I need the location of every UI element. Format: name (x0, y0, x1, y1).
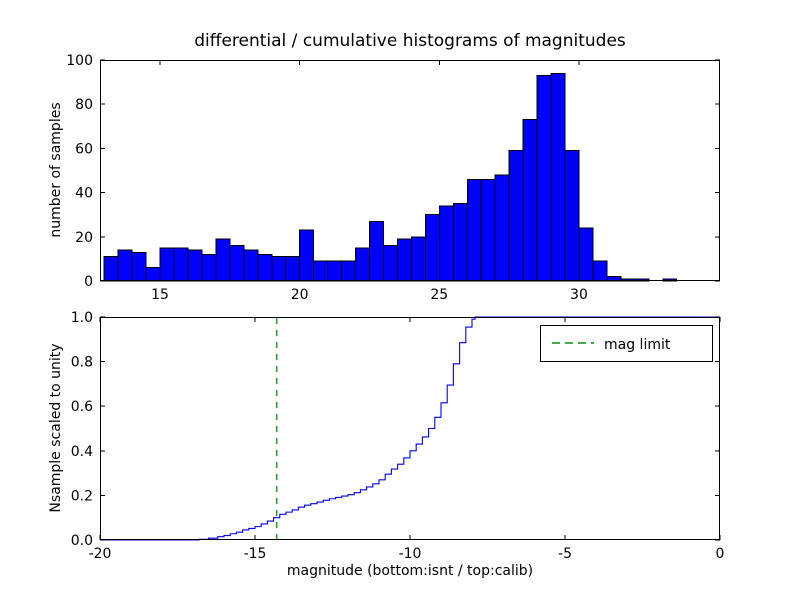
histogram-bar (396, 238, 412, 282)
histogram-bar (382, 245, 398, 282)
y-tick-label: 80 (75, 97, 93, 113)
histogram-bar (592, 260, 608, 282)
x-tick-label: -5 (558, 546, 572, 562)
histogram-bar (341, 260, 357, 282)
histogram-bar (550, 72, 566, 282)
histogram-bar (522, 119, 538, 282)
histogram-bars (103, 72, 678, 282)
legend: mag limit (540, 325, 713, 362)
cumulative-step-line (100, 316, 720, 541)
histogram-bar (355, 247, 371, 282)
histogram-bar (494, 174, 510, 282)
x-tick-label: 15 (151, 287, 169, 303)
y-tick-label: 1.0 (71, 310, 93, 326)
x-tick-label: 20 (291, 287, 309, 303)
y-tick-label: 0.4 (71, 444, 93, 460)
legend-label: mag limit (604, 337, 671, 353)
histogram-bar (410, 236, 426, 282)
histogram-bar (424, 214, 440, 282)
top-axes: 15 20 25 30 0 20 40 60 80 100 (66, 53, 720, 303)
histogram-bar (480, 178, 496, 282)
histogram-bar (452, 203, 468, 282)
histogram-bar (578, 227, 594, 282)
histogram-bar (313, 260, 329, 282)
y-tick-label: 40 (75, 186, 93, 202)
histogram-bar (117, 249, 133, 282)
histogram-bar (285, 256, 301, 282)
y-tick-label: 100 (66, 53, 93, 69)
histogram-bar (215, 238, 231, 282)
bottom-axes: -20 -15 -10 -5 0 0.0 0.2 0.4 0.6 0.8 1.0 mag limit (71, 310, 725, 562)
histogram-bar (466, 178, 482, 282)
x-tick-label: -15 (244, 546, 267, 562)
x-tick-label: 0 (716, 546, 725, 562)
histogram-bar (159, 247, 175, 282)
y-tick-label: 20 (75, 230, 93, 246)
y-tick-label: 0.8 (71, 355, 93, 371)
histogram-bar (103, 256, 119, 282)
y-tick-label: 0 (84, 274, 93, 290)
x-tick-label: 30 (570, 287, 588, 303)
histogram-bar (564, 150, 580, 282)
y-tick-label: 0.0 (71, 533, 93, 549)
histogram-bar (438, 205, 454, 282)
y-tick-label: 0.6 (71, 399, 93, 415)
x-tick-label: -10 (399, 546, 422, 562)
histogram-bar (369, 220, 384, 282)
histogram-bar (536, 74, 552, 282)
top-y-axis-label: number of samples (48, 102, 64, 238)
bottom-x-axis-label: magnitude (bottom:isnt / top:calib) (286, 563, 534, 579)
histogram-bar (229, 245, 245, 282)
histogram-bar (508, 150, 524, 282)
histogram-bar (243, 249, 259, 282)
y-tick-label: 60 (75, 141, 93, 157)
figure-title: differential / cumulative histograms of … (194, 31, 626, 51)
axes-frame (100, 60, 720, 281)
bottom-y-axis-label: Nsample scaled to unity (48, 343, 64, 513)
histogram-bar (327, 260, 343, 282)
x-tick-label: 25 (430, 287, 448, 303)
x-tick-label: -20 (89, 546, 112, 562)
histogram-bar (187, 249, 203, 282)
histogram-bar (257, 253, 273, 282)
axes-frame (100, 317, 720, 540)
y-tick-label: 0.2 (71, 488, 93, 504)
histogram-bar (131, 251, 147, 282)
histogram-bar (173, 247, 189, 282)
histogram-bar (271, 256, 287, 282)
histogram-bar (201, 253, 217, 282)
histogram-bar (299, 229, 315, 282)
histogram-bar (145, 267, 161, 282)
